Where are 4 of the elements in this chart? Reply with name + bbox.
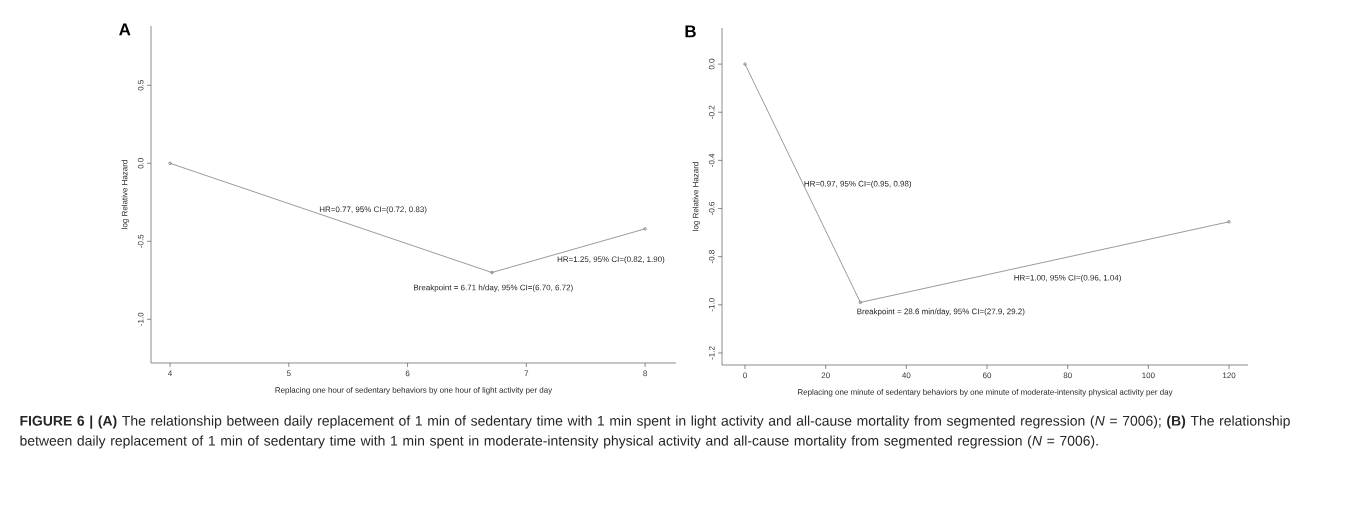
point: [858, 300, 862, 305]
chart-title: A: [119, 23, 131, 36]
text: FIGURE 6 | (A) The relationship between daily replacement of 1 min of sedentary time with 1 min spent in light activity and all-cause mortality from segmented regression (N = 7006); (B) The relationship between daily replacement of 1 min of sedentary time with 1 min spent in moderate-intensity physical activity and all-cause mortality from segmented regression (N = 7006).: [20, 415, 1290, 449]
chart-title: B: [685, 25, 696, 38]
